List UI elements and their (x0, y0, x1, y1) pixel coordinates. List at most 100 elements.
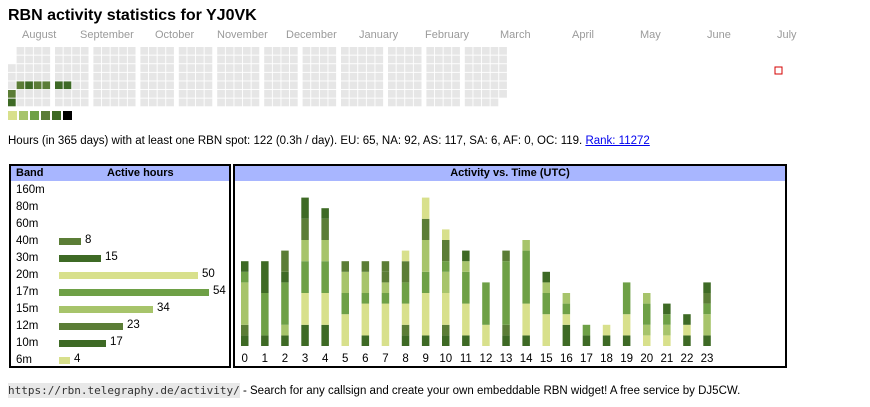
band-name: 12m (16, 320, 39, 332)
month-label: September (80, 29, 134, 41)
month-label: May (640, 29, 661, 41)
hour-tick-label: 22 (681, 353, 694, 365)
heatmap-day-cell (464, 55, 473, 64)
heatmap-day-cell (452, 55, 460, 64)
heatmap-day-cell (234, 72, 243, 81)
heatmap-day-cell (388, 72, 396, 81)
heatmap-day-cell (319, 47, 328, 55)
heatmap-day-cell (490, 98, 499, 107)
heatmap-day-cell (16, 72, 25, 81)
heatmap-day-cell (473, 98, 482, 107)
hour-bar-segment-20m (462, 303, 470, 336)
hour-bar-segment-17m (381, 293, 390, 304)
heatmap-day-cell (204, 98, 213, 107)
hour-tick-label: 18 (600, 353, 613, 365)
heatmap-day-cell (251, 98, 260, 107)
hour-bar-segment-17m (562, 303, 571, 315)
heatmap-day-cell (33, 81, 42, 90)
hour-bar-segment-20m (401, 250, 410, 262)
hour-bar-segment-17m (622, 282, 631, 315)
month-label: April (572, 29, 595, 41)
heatmap-day-cell (25, 81, 33, 90)
heatmap-day-cell (443, 47, 452, 55)
heatmap-day-cell (217, 55, 225, 64)
heatmap-day-cell (482, 72, 490, 81)
heatmap-day-cell (204, 72, 213, 81)
hour-bar-segment-30m (241, 261, 249, 272)
heatmap-day-cell (499, 47, 507, 55)
heatmap-day-cell (187, 90, 196, 98)
heatmap-day-cell (8, 98, 16, 107)
hour-bar-segment-10m (301, 324, 309, 346)
heatmap-day-cell (435, 47, 443, 55)
hour-bar-segment-20m (602, 324, 611, 336)
heatmap-day-cell (204, 55, 213, 64)
band-hours-table: Band Active hours 160m 80m 60m 40m 8 30m 15 20m… (9, 164, 231, 368)
heatmap-day-cell (178, 64, 187, 72)
active-hours-column-header: Active hours (107, 167, 174, 179)
heatmap-day-cell (243, 55, 251, 64)
hour-tick-label: 15 (540, 353, 553, 365)
heatmap-day-cell (110, 72, 119, 81)
hour-bar-segment-20m (442, 229, 450, 240)
hour-bar-segment-40m (401, 261, 410, 283)
heatmap-day-cell (204, 90, 213, 98)
heatmap-day-cell (499, 72, 507, 81)
heatmap-day-cell (102, 72, 110, 81)
heatmap-day-cell (25, 90, 33, 98)
heatmap-day-cell (499, 81, 507, 90)
heatmap-day-cell (490, 55, 499, 64)
heatmap-day-cell (127, 90, 136, 98)
band-hours-value: 8 (85, 234, 92, 246)
heatmap-day-cell (251, 72, 260, 81)
hour-bar-segment-15m (562, 293, 571, 304)
heatmap-day-cell (149, 64, 157, 72)
heatmap-day-cell (396, 81, 405, 90)
month-label: March (500, 29, 531, 41)
hour-tick-label: 13 (500, 353, 513, 365)
hour-bar-segment-15m (643, 324, 651, 336)
heatmap-day-cell (413, 98, 422, 107)
heatmap-day-cell (375, 55, 384, 64)
band-name: 10m (16, 337, 39, 349)
heatmap-day-cell (149, 81, 157, 90)
footer-url[interactable]: https://rbn.telegraphy.de/activity/ (8, 383, 240, 398)
hour-bar-segment-30m (281, 271, 289, 283)
heatmap-day-cell (405, 90, 413, 98)
heatmap-day-cell (426, 47, 435, 55)
heatmap-day-cell (490, 47, 499, 55)
band-row: 20m 50 (11, 267, 229, 284)
heatmap-day-cell (490, 64, 499, 72)
heatmap-day-cell (178, 55, 187, 64)
heatmap-day-cell (443, 64, 452, 72)
heatmap-day-cell (33, 90, 42, 98)
hour-tick-label: 3 (302, 353, 308, 365)
heatmap-day-cell (72, 64, 80, 72)
heatmap-day-cell (405, 64, 413, 72)
heatmap-day-cell (110, 98, 119, 107)
hour-bar-segment-15m (241, 282, 249, 325)
hour-bar-segment-17m (241, 271, 249, 283)
heatmap-day-cell (149, 47, 157, 55)
band-hours-bar (59, 255, 101, 262)
heatmap-day-cell (196, 90, 204, 98)
heatmap-day-cell (63, 55, 72, 64)
heatmap-day-cell (452, 72, 460, 81)
heatmap-day-cell (157, 64, 166, 72)
band-hours-value: 54 (213, 285, 226, 297)
hour-bar-segment-30m (321, 208, 329, 219)
hour-bar-segment-15m (281, 324, 289, 336)
hour-bar-segment-20m (401, 303, 410, 325)
heatmap-day-cell (452, 64, 460, 72)
heatmap-day-cell (482, 98, 490, 107)
heatmap-day-cell (464, 64, 473, 72)
rank-link[interactable]: Rank: 11272 (585, 135, 650, 147)
heatmap-day-cell (196, 47, 204, 55)
hour-bar-segment-20m (301, 293, 309, 325)
heatmap-day-cell (375, 90, 384, 98)
band-hours-value: 15 (105, 251, 118, 263)
heatmap-day-cell (426, 72, 435, 81)
band-hours-bar (59, 357, 70, 364)
legend-swatch (30, 111, 39, 120)
heatmap-day-cell (435, 81, 443, 90)
